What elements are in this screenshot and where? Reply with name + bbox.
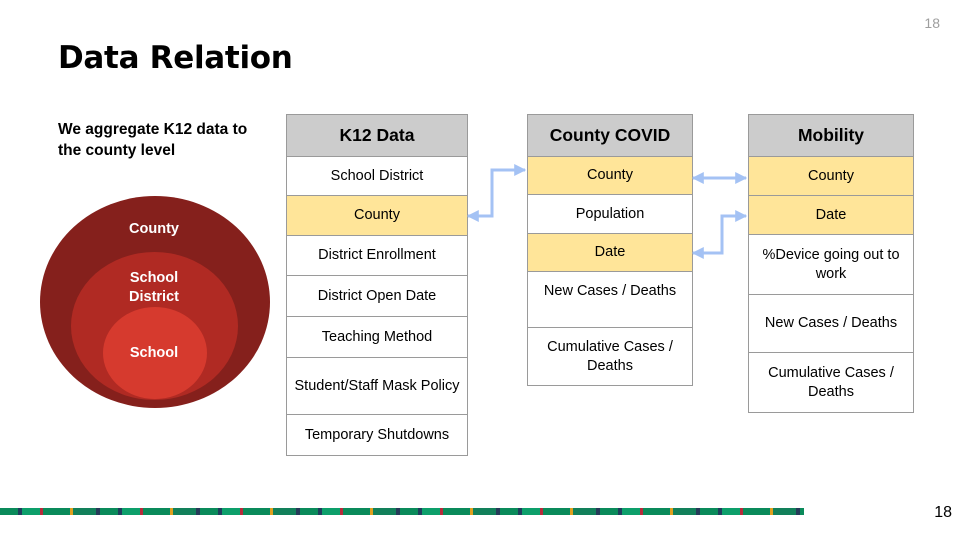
- k12-row-county: County: [287, 196, 467, 236]
- covid-row-cumulative: Cumulative Cases / Deaths: [528, 328, 692, 386]
- mobility-row-new-cases: New Cases / Deaths: [749, 295, 913, 353]
- venn-school-label: School: [129, 345, 179, 361]
- k12-table: K12 Data School District County District…: [286, 114, 468, 456]
- page-number-top: 18: [924, 15, 940, 31]
- mobility-row-device: %Device going out to work: [749, 235, 913, 295]
- mobility-header: Mobility: [749, 115, 913, 157]
- k12-covid-county-arrow: [466, 164, 527, 222]
- page-number-bottom: 18: [934, 504, 952, 521]
- venn-district-label: School District: [129, 270, 179, 305]
- covid-row-date: Date: [528, 234, 692, 272]
- mobility-row-county: County: [749, 157, 913, 196]
- covid-header: County COVID: [528, 115, 692, 157]
- decorative-footer-stripe: [0, 508, 804, 515]
- mobility-table: Mobility County Date %Device going out t…: [748, 114, 914, 413]
- k12-row-open-date: District Open Date: [287, 276, 467, 317]
- mobility-row-cumulative: Cumulative Cases / Deaths: [749, 353, 913, 413]
- k12-row-teaching-method: Teaching Method: [287, 317, 467, 358]
- mobility-row-date: Date: [749, 196, 913, 235]
- covid-mobility-date-arrow: [691, 210, 748, 259]
- k12-row-shutdowns: Temporary Shutdowns: [287, 415, 467, 456]
- subtitle: We aggregate K12 data to the county leve…: [58, 121, 248, 159]
- k12-row-school-district: School District: [287, 157, 467, 196]
- slide-title: Data Relation: [58, 40, 293, 76]
- covid-row-new-cases: New Cases / Deaths: [528, 272, 692, 328]
- venn-inner-circle: [103, 307, 207, 399]
- k12-row-enrollment: District Enrollment: [287, 236, 467, 276]
- covid-row-county: County: [528, 157, 692, 195]
- k12-header: K12 Data: [287, 115, 467, 157]
- covid-table: County COVID County Population Date New …: [527, 114, 693, 386]
- covid-row-population: Population: [528, 195, 692, 234]
- venn-county-label: County: [129, 221, 179, 237]
- k12-row-mask-policy: Student/Staff Mask Policy: [287, 358, 467, 415]
